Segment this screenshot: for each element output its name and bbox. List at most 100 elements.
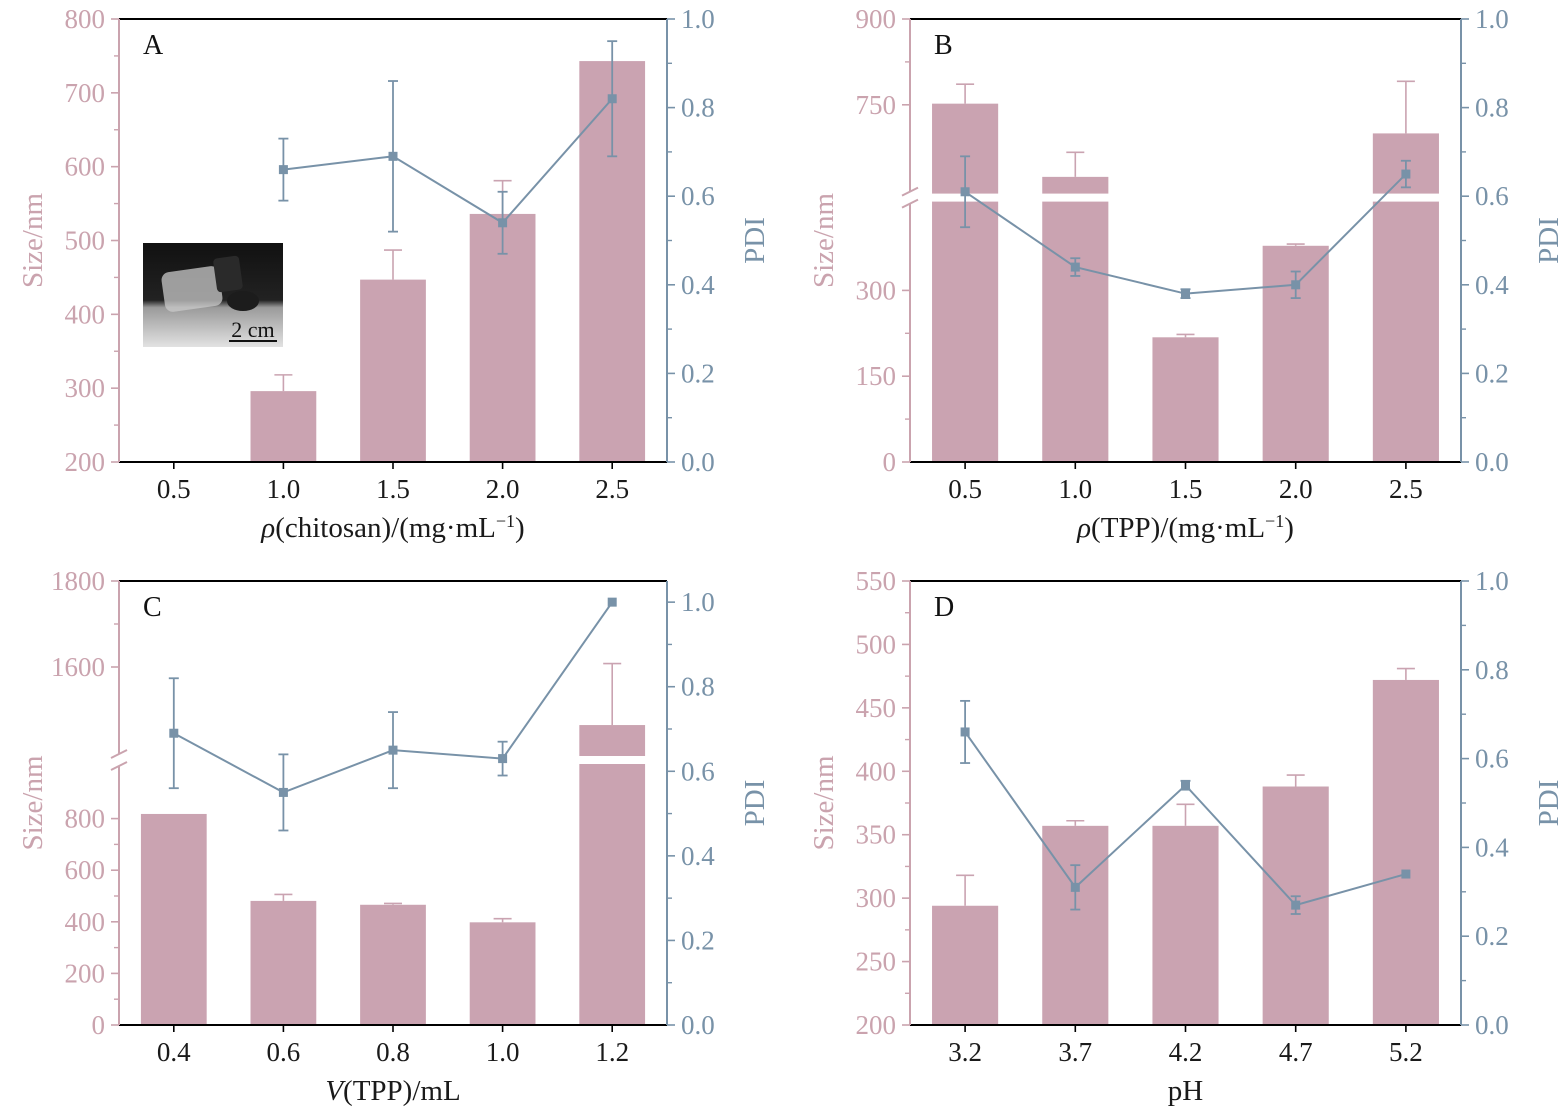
scale-bar-label: 2 cm xyxy=(231,317,274,342)
size-bar-0.4 xyxy=(141,814,207,1025)
pdi-tick-label: 0.0 xyxy=(681,1010,715,1040)
x-tick-label: 0.8 xyxy=(376,1037,410,1067)
size-tick-label: 500 xyxy=(65,226,106,256)
x-tick-label: 1.5 xyxy=(1169,474,1203,504)
pdi-tick-label: 0.6 xyxy=(681,756,715,786)
pdi-tick-label: 0.2 xyxy=(1475,358,1509,388)
x-tick-label: 0.5 xyxy=(948,474,982,504)
size-bar-1.0 xyxy=(251,391,317,462)
x-tick-label: 1.2 xyxy=(595,1037,629,1067)
size-tick-label: 300 xyxy=(856,275,897,305)
size-tick-label: 700 xyxy=(65,78,106,108)
pdi-point-0.4 xyxy=(169,729,178,738)
pdi-axis-title: PDI xyxy=(1533,217,1558,264)
size-tick-label: 200 xyxy=(65,447,106,477)
size-tick-label: 900 xyxy=(856,4,897,34)
x-tick-label: 3.2 xyxy=(948,1037,982,1067)
pdi-tick-label: 1.0 xyxy=(681,587,715,617)
chart-panel-a: 200 300 400 500 600 700 800 0.0 0.2 0.4 0.6 0.8 1.0 0… xyxy=(17,4,771,544)
size-bar-1.0 xyxy=(470,922,536,1025)
size-bar-1.5 xyxy=(1152,337,1218,462)
pdi-point-3.7 xyxy=(1071,883,1080,892)
x-axis-title: ρ(TPP)/(mg·mL−1) xyxy=(1076,511,1294,544)
pdi-axis-title: PDI xyxy=(739,780,771,827)
x-tick-label: 0.5 xyxy=(157,474,191,504)
x-tick-label: 4.7 xyxy=(1279,1037,1313,1067)
size-bar-3.2 xyxy=(932,906,998,1025)
x-tick-label: 1.5 xyxy=(376,474,410,504)
size-tick-label: 750 xyxy=(856,90,897,120)
x-tick-label: 5.2 xyxy=(1389,1037,1423,1067)
pdi-tick-label: 0.8 xyxy=(681,93,715,123)
size-axis-title: Size/nm xyxy=(808,193,840,288)
x-tick-label: 1.0 xyxy=(1058,474,1092,504)
pdi-point-2.5 xyxy=(608,94,617,103)
pdi-tick-label: 0.0 xyxy=(681,447,715,477)
size-axis-title: Size/nm xyxy=(17,755,49,850)
pdi-tick-label: 0.4 xyxy=(1475,832,1509,862)
size-tick-label: 1600 xyxy=(51,652,105,682)
pdi-tick-label: 0.2 xyxy=(681,358,715,388)
chart-panel-b: 01503007509000.00.20.40.60.81.00.5 1.0 1.5… xyxy=(808,4,1558,544)
x-tick-label: 0.4 xyxy=(157,1037,191,1067)
size-tick-label: 1800 xyxy=(51,566,105,596)
x-axis-title: V(TPP)/mL xyxy=(325,1075,460,1107)
size-bar-0.8 xyxy=(360,905,426,1025)
pdi-point-2.5 xyxy=(1401,170,1410,179)
x-tick-label: 3.7 xyxy=(1058,1037,1092,1067)
size-tick-label: 200 xyxy=(65,958,106,988)
pdi-point-4.7 xyxy=(1291,901,1300,910)
x-tick-label: 2.5 xyxy=(1389,474,1423,504)
pdi-point-2.0 xyxy=(1291,280,1300,289)
size-bar-0.6 xyxy=(251,901,317,1025)
pdi-tick-label: 1.0 xyxy=(681,4,715,34)
size-bar-4.2 xyxy=(1152,826,1218,1025)
size-axis-title: Size/nm xyxy=(17,193,49,288)
size-tick-label: 350 xyxy=(856,820,897,850)
pdi-point-1.2 xyxy=(608,598,617,607)
vial-cap xyxy=(213,255,243,292)
pdi-tick-label: 0.4 xyxy=(681,270,715,300)
pdi-tick-label: 0.8 xyxy=(1475,655,1509,685)
vial-glass xyxy=(160,265,223,313)
cap-lid xyxy=(227,291,259,311)
pdi-point-4.2 xyxy=(1181,781,1190,790)
x-tick-label: 2.5 xyxy=(595,474,629,504)
pdi-point-0.6 xyxy=(279,788,288,797)
pdi-point-1.0 xyxy=(1071,263,1080,272)
pdi-tick-label: 0.6 xyxy=(1475,181,1509,211)
pdi-point-0.8 xyxy=(389,746,398,755)
pdi-point-1.0 xyxy=(498,754,507,763)
panel-letter: C xyxy=(143,592,162,623)
size-bar-5.2 xyxy=(1373,680,1439,1025)
figure: 200 300 400 500 600 700 800 0.0 0.2 0.4 0.6 0.8 1.0 0… xyxy=(0,0,1558,1110)
pdi-tick-label: 1.0 xyxy=(1475,566,1509,596)
pdi-tick-label: 0.2 xyxy=(681,925,715,955)
size-tick-label: 800 xyxy=(65,804,106,834)
pdi-tick-label: 0.0 xyxy=(1475,1010,1509,1040)
size-tick-label: 300 xyxy=(65,373,106,403)
pdi-tick-label: 0.6 xyxy=(681,181,715,211)
size-tick-label: 600 xyxy=(65,152,106,182)
size-tick-label: 300 xyxy=(856,883,897,913)
size-bar-1.2 xyxy=(579,725,645,1025)
size-tick-label: 400 xyxy=(856,756,897,786)
pdi-point-3.2 xyxy=(961,727,970,736)
pdi-point-1.0 xyxy=(279,165,288,174)
pdi-tick-label: 0.0 xyxy=(1475,447,1509,477)
size-tick-label: 500 xyxy=(856,629,897,659)
pdi-tick-label: 0.8 xyxy=(681,672,715,702)
chart-panel-d: 200 250 300 350 400 450 500 550 0.0 0.2 0.4 0.6 0.8 1… xyxy=(808,566,1558,1107)
x-tick-label: 1.0 xyxy=(486,1037,520,1067)
size-tick-label: 200 xyxy=(856,1010,897,1040)
pdi-point-5.2 xyxy=(1401,870,1410,879)
pdi-point-2.0 xyxy=(498,218,507,227)
size-axis-title: Size/nm xyxy=(808,755,840,850)
pdi-tick-label: 0.4 xyxy=(681,841,715,871)
x-tick-label: 4.2 xyxy=(1169,1037,1203,1067)
size-tick-label: 150 xyxy=(856,361,897,391)
panel-letter: D xyxy=(934,592,954,623)
size-tick-label: 400 xyxy=(65,907,106,937)
chart-panel-c: 0 200 400 600 800 1600 1800 0.0 0.2 0.4 0.6 0.8 1.0 0… xyxy=(17,566,771,1107)
size-tick-label: 450 xyxy=(856,693,897,723)
